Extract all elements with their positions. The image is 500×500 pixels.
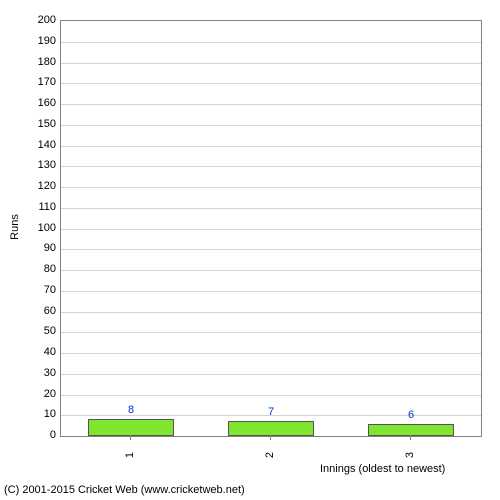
y-tick-label: 10 (44, 408, 56, 420)
bar-value-label: 8 (128, 404, 134, 416)
gridline (61, 353, 481, 354)
y-tick-label: 60 (44, 305, 56, 317)
gridline (61, 312, 481, 313)
y-tick-label: 150 (38, 118, 56, 130)
gridline (61, 374, 481, 375)
gridline (61, 166, 481, 167)
y-tick-label: 40 (44, 346, 56, 358)
y-tick-label: 200 (38, 14, 56, 26)
gridline (61, 125, 481, 126)
y-tick-label: 80 (44, 263, 56, 275)
bar (88, 419, 175, 436)
gridline (61, 42, 481, 43)
y-axis-label: Runs (9, 214, 21, 240)
gridline (61, 249, 481, 250)
x-tick-label: 3 (404, 452, 416, 458)
x-axis-label: Innings (oldest to newest) (320, 463, 445, 475)
x-tick-label: 1 (124, 452, 136, 458)
gridline (61, 229, 481, 230)
y-tick-label: 20 (44, 388, 56, 400)
gridline (61, 187, 481, 188)
y-tick-label: 140 (38, 139, 56, 151)
y-tick-label: 190 (38, 35, 56, 47)
gridline (61, 146, 481, 147)
gridline (61, 291, 481, 292)
y-tick-label: 180 (38, 56, 56, 68)
x-tick (410, 435, 411, 440)
gridline (61, 332, 481, 333)
x-tick-label: 2 (264, 452, 276, 458)
y-tick-label: 170 (38, 76, 56, 88)
y-tick-label: 110 (38, 201, 56, 213)
bar-value-label: 7 (268, 406, 274, 418)
bar-value-label: 6 (408, 409, 414, 421)
gridline (61, 208, 481, 209)
gridline (61, 270, 481, 271)
y-tick-label: 30 (44, 367, 56, 379)
y-tick-label: 50 (44, 325, 56, 337)
gridline (61, 63, 481, 64)
chart-container: 8 7 6 Runs Innings (oldest to newest) (C) … (0, 0, 500, 500)
gridline (61, 104, 481, 105)
x-tick (270, 435, 271, 440)
bar (228, 421, 315, 436)
y-tick-label: 130 (38, 159, 56, 171)
gridline (61, 395, 481, 396)
copyright-text: (C) 2001-2015 Cricket Web (www.cricketwe… (4, 484, 245, 496)
y-tick-label: 90 (44, 242, 56, 254)
y-tick-label: 70 (44, 284, 56, 296)
y-tick-label: 120 (38, 180, 56, 192)
y-tick-label: 0 (50, 429, 56, 441)
x-tick (130, 435, 131, 440)
y-tick-label: 100 (38, 222, 56, 234)
plot-area: 8 7 6 (60, 20, 482, 437)
y-tick-label: 160 (38, 97, 56, 109)
gridline (61, 83, 481, 84)
